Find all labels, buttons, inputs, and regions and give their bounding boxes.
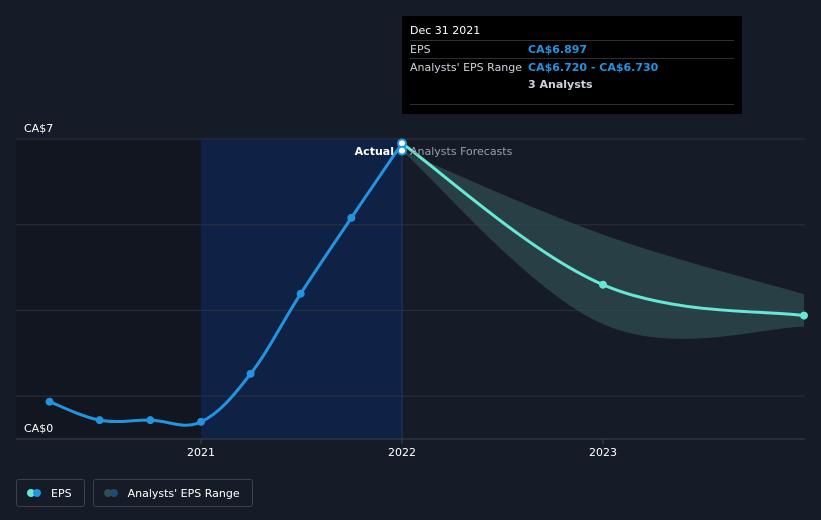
tooltip-analysts-count: 3 Analysts: [528, 78, 593, 91]
tooltip-eps-label: EPS: [410, 43, 431, 56]
tooltip-date: Dec 31 2021: [410, 22, 734, 41]
x-axis-ticks: 2021 2022 2023: [187, 439, 617, 459]
legend-eps-button[interactable]: EPS: [16, 479, 85, 507]
data-tooltip: Dec 31 2021 EPS CA$6.897 Analysts' EPS R…: [402, 16, 742, 114]
y-tick-top: CA$7: [24, 122, 53, 135]
tooltip-analysts-row: 3 Analysts: [410, 76, 734, 93]
eps-range-area: [402, 150, 804, 339]
tooltip-divider: [410, 104, 734, 105]
actual-shade: [201, 139, 402, 439]
eps-point: [95, 416, 104, 425]
eps-point: [197, 417, 205, 426]
past-shade: [16, 139, 201, 439]
x-tick-label: 2023: [589, 446, 617, 459]
data-points: [45, 138, 808, 426]
range-point-highlight: [397, 145, 407, 156]
eps-point: [146, 416, 155, 425]
actual-label: Actual: [355, 145, 394, 158]
tooltip-range-value: CA$6.720 - CA$6.730: [528, 61, 659, 74]
eps-point: [246, 369, 255, 378]
tooltip-range-row: Analysts' EPS Range CA$6.720 - CA$6.730: [410, 59, 734, 76]
y-tick-bottom: CA$0: [24, 422, 53, 435]
x-tick-label: 2022: [388, 446, 416, 459]
chart-legend: EPS Analysts' EPS Range: [16, 479, 253, 507]
eps-point: [296, 289, 305, 298]
legend-range-label: Analysts' EPS Range: [127, 486, 240, 500]
tooltip-eps-row: EPS CA$6.897: [410, 41, 734, 59]
eps-legend-icon: [27, 489, 43, 497]
tooltip-eps-value: CA$6.897: [528, 43, 588, 56]
forecast-label: Analysts Forecasts: [410, 145, 513, 158]
x-tick-label: 2021: [187, 446, 215, 459]
tooltip-analysts-spacer: [410, 76, 528, 93]
tooltip-range-label: Analysts' EPS Range: [410, 61, 523, 74]
range-legend-icon: [103, 489, 120, 497]
forecast-point: [800, 311, 808, 320]
forecast-point: [599, 280, 607, 289]
eps-point: [347, 213, 356, 222]
eps-point: [45, 397, 54, 406]
legend-eps-label: EPS: [51, 486, 72, 500]
legend-range-button[interactable]: Analysts' EPS Range: [92, 479, 253, 507]
